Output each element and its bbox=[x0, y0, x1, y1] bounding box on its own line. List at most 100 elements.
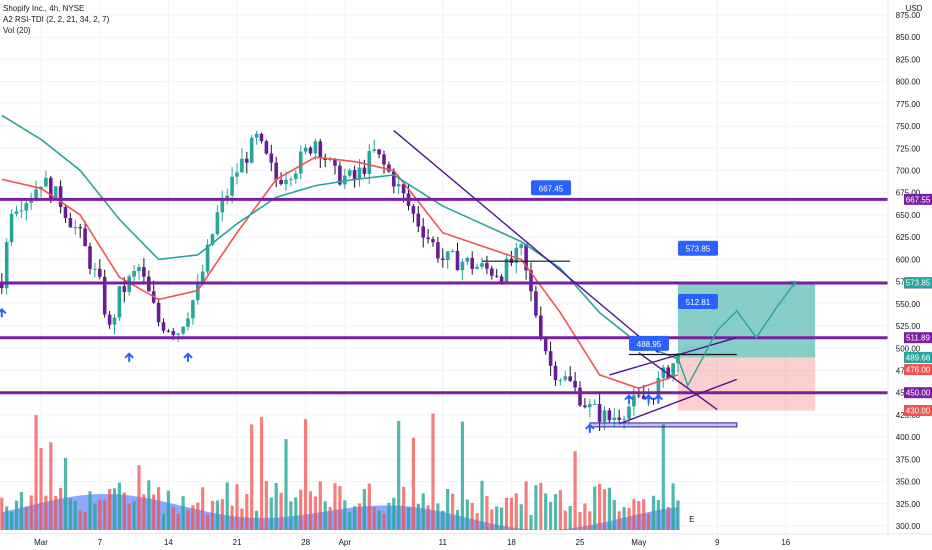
price-tick-label: 825.00 bbox=[896, 55, 921, 64]
volume-bar bbox=[656, 500, 660, 530]
candle-body bbox=[578, 387, 582, 406]
candle-body bbox=[0, 281, 4, 289]
candle-body bbox=[602, 410, 607, 422]
volume-bar bbox=[382, 514, 386, 530]
candle-body bbox=[200, 271, 205, 284]
volume-bar bbox=[622, 507, 626, 530]
candle-body bbox=[597, 404, 602, 422]
time-axis-bg bbox=[0, 534, 932, 550]
volume-bar bbox=[637, 501, 641, 530]
volume-bar bbox=[318, 481, 322, 530]
candle-body bbox=[298, 151, 303, 174]
candle-body bbox=[480, 263, 484, 267]
volume-bar bbox=[10, 512, 14, 530]
volume-bar bbox=[514, 493, 518, 530]
candle-body bbox=[63, 207, 68, 218]
price-tag-label: 667.55 bbox=[906, 195, 931, 204]
price-tag bbox=[904, 387, 932, 399]
moving-average-line bbox=[1, 156, 679, 390]
candle-body bbox=[161, 322, 166, 331]
downtrend-line bbox=[393, 129, 659, 354]
earnings-marker: E bbox=[689, 515, 694, 524]
volume-bar bbox=[431, 413, 435, 530]
projection-arrowhead bbox=[789, 280, 797, 287]
volume-bar bbox=[44, 495, 48, 530]
price-tick-label: 650.00 bbox=[896, 211, 921, 220]
volume-bar bbox=[367, 483, 371, 530]
volume-bar bbox=[661, 424, 665, 530]
candle-body bbox=[529, 270, 533, 292]
volume-bar bbox=[602, 489, 607, 530]
time-tick-label: 7 bbox=[98, 538, 103, 547]
volume-bar bbox=[426, 505, 430, 530]
price-tick-label: 800.00 bbox=[896, 78, 921, 87]
up-arrow-icon bbox=[653, 394, 664, 404]
candle-body bbox=[470, 257, 474, 269]
volume-bar bbox=[563, 510, 567, 530]
candle-body bbox=[269, 153, 274, 163]
candles bbox=[0, 130, 680, 432]
candle-body bbox=[548, 351, 553, 366]
volume-bar bbox=[83, 511, 87, 530]
volume-bar bbox=[230, 505, 234, 530]
time-tick-label: 28 bbox=[301, 538, 310, 547]
price-tick-label: 725.00 bbox=[896, 144, 921, 153]
volume-bar bbox=[485, 496, 489, 530]
candle-body bbox=[49, 177, 53, 200]
volume-bar bbox=[578, 512, 582, 530]
volume-bar bbox=[671, 483, 675, 530]
candle-body bbox=[58, 186, 63, 207]
volume-bar bbox=[632, 499, 636, 530]
candle-body bbox=[563, 376, 568, 380]
candle-body bbox=[485, 263, 489, 269]
price-tick-label: 600.00 bbox=[896, 255, 921, 264]
volume-bar bbox=[490, 509, 494, 530]
candle-body bbox=[504, 258, 509, 282]
candle-body bbox=[401, 184, 406, 194]
volume-bar bbox=[201, 487, 205, 530]
volume-bar bbox=[509, 497, 513, 530]
candle-body bbox=[465, 257, 470, 262]
volume-bar bbox=[480, 480, 484, 530]
volume-bar bbox=[553, 494, 558, 530]
volume-bar bbox=[19, 492, 23, 530]
volume-bar bbox=[343, 500, 347, 530]
price-tag bbox=[904, 332, 932, 344]
price-tag-label: 430.00 bbox=[906, 406, 931, 415]
candle-body bbox=[220, 198, 225, 213]
candle-body bbox=[4, 242, 9, 289]
time-tick-label: May bbox=[631, 538, 646, 547]
volume-bar bbox=[451, 493, 455, 530]
volume-bar bbox=[220, 499, 224, 530]
candle-body bbox=[112, 317, 117, 325]
price-tick-label: 400.00 bbox=[896, 433, 921, 442]
price-tag bbox=[904, 364, 932, 376]
price-tag bbox=[904, 351, 932, 363]
candle-body bbox=[191, 300, 195, 319]
price-tick-label: 550.00 bbox=[896, 300, 921, 309]
candle-body bbox=[431, 239, 435, 243]
candle-body bbox=[53, 186, 58, 200]
candle-body bbox=[338, 165, 342, 185]
volume-bar bbox=[225, 482, 229, 530]
volume-bar bbox=[495, 506, 499, 530]
callout-label: 667.45 bbox=[539, 184, 564, 193]
candle-body bbox=[259, 133, 264, 142]
volume-bar bbox=[411, 437, 415, 530]
volume-bar bbox=[348, 512, 352, 530]
volume-bar bbox=[627, 507, 631, 530]
candle-body bbox=[524, 244, 528, 271]
volume-bar bbox=[103, 499, 107, 530]
volume-bar bbox=[441, 510, 445, 530]
candle-body bbox=[377, 149, 381, 155]
volume-bar bbox=[93, 503, 97, 530]
volume-bar bbox=[108, 489, 112, 530]
callout-label: 573.85 bbox=[686, 245, 711, 254]
volume-bar bbox=[142, 494, 146, 530]
volume-bar bbox=[651, 495, 656, 530]
volume-bar bbox=[279, 492, 283, 530]
candle-body bbox=[627, 406, 631, 419]
candle-body bbox=[137, 267, 141, 271]
candle-body bbox=[264, 141, 269, 154]
